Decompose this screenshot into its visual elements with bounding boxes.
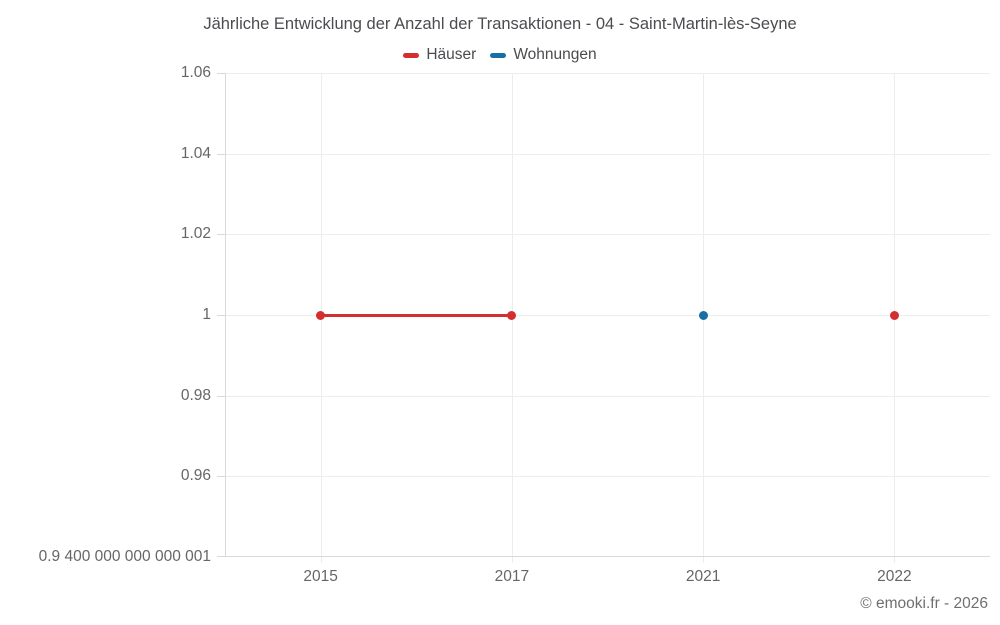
h-gridline — [225, 476, 990, 478]
copyright: © emooki.fr - 2026 — [860, 595, 988, 612]
y-axis-tick — [217, 395, 225, 397]
x-axis-label: 2021 — [685, 568, 721, 585]
y-axis-tick — [217, 556, 225, 557]
x-axis-label: 2022 — [877, 568, 912, 585]
series-line — [320, 313, 512, 317]
data-point[interactable] — [889, 310, 899, 320]
y-axis-tick — [217, 476, 225, 478]
x-axis-label: 2017 — [494, 568, 530, 585]
y-axis-tick — [217, 315, 225, 316]
legend-swatch-icon — [490, 52, 507, 58]
y-axis-tick — [217, 153, 225, 155]
legend-label: Wohnungen — [513, 46, 597, 63]
y-axis-label: 0.98 — [180, 386, 211, 404]
data-point[interactable] — [316, 310, 326, 320]
h-gridline — [225, 395, 990, 397]
h-gridline — [225, 73, 990, 74]
legend-item[interactable]: Häuser — [403, 46, 476, 64]
legend-item[interactable]: Wohnungen — [490, 46, 597, 64]
y-axis-label: 0.96 — [180, 467, 211, 485]
x-axis-label: 2015 — [303, 568, 338, 585]
x-axis-line — [225, 556, 990, 557]
legend: Häuser Wohnungen — [0, 46, 1000, 64]
y-axis-label: 1.06 — [180, 64, 211, 81]
h-gridline — [225, 315, 990, 316]
y-axis-line — [225, 73, 226, 557]
y-axis-tick — [217, 234, 225, 236]
y-axis-tick — [217, 73, 225, 74]
y-axis-label: 1.02 — [180, 225, 211, 243]
h-gridline — [225, 153, 990, 155]
data-point[interactable] — [698, 310, 708, 320]
data-point[interactable] — [507, 310, 517, 320]
y-axis-label: 1 — [202, 306, 211, 323]
h-gridline — [225, 234, 990, 236]
y-axis-label: 1.04 — [180, 144, 211, 162]
y-axis-label: 0.9 400 000 000 000 001 — [38, 548, 211, 565]
legend-swatch-icon — [403, 52, 420, 58]
legend-label: Häuser — [426, 46, 477, 63]
plot-area: 1.06 1.04 1.02 1 0.98 0.96 0.9 400 000 000 000… — [39, 64, 990, 585]
chart-title: Jährliche Entwicklung der Anzahl der Tra… — [203, 15, 797, 33]
